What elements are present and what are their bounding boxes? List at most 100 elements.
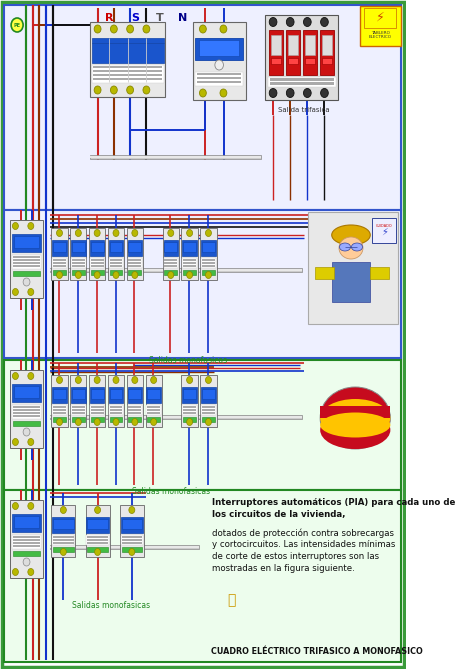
Bar (197, 81, 241, 83)
Bar (53, 542, 73, 543)
Bar (13, 259, 40, 260)
Bar (183, 259, 196, 260)
Bar (147, 412, 160, 413)
Bar (183, 265, 196, 266)
Circle shape (113, 229, 119, 237)
Circle shape (12, 502, 18, 510)
Bar (72, 270, 85, 275)
Bar (202, 417, 215, 422)
Circle shape (28, 502, 34, 510)
Bar (53, 547, 73, 552)
Bar (322, 35, 332, 55)
Bar (14, 516, 39, 528)
Circle shape (132, 272, 138, 278)
Circle shape (95, 506, 100, 514)
Bar (72, 417, 85, 422)
Bar (183, 417, 196, 422)
Bar (13, 421, 40, 426)
Bar (128, 387, 142, 403)
Text: ⚡: ⚡ (381, 227, 388, 237)
Bar (53, 406, 66, 407)
Bar (10, 220, 43, 298)
Circle shape (168, 272, 174, 278)
Bar (13, 536, 40, 537)
Bar (128, 240, 142, 256)
Bar (202, 406, 215, 407)
Bar (4, 360, 401, 490)
Bar (72, 242, 85, 252)
Bar (109, 242, 122, 252)
Bar (202, 262, 215, 264)
Circle shape (110, 25, 117, 33)
Circle shape (12, 438, 18, 446)
Bar (90, 387, 104, 403)
Bar (109, 406, 122, 407)
Bar (13, 551, 40, 556)
Bar (52, 517, 74, 533)
Bar (128, 258, 142, 268)
Circle shape (187, 272, 192, 278)
Bar (121, 536, 142, 537)
Bar (12, 405, 41, 419)
Circle shape (205, 229, 211, 237)
Bar (121, 539, 142, 541)
Bar (86, 535, 109, 545)
Bar (109, 387, 123, 403)
Circle shape (75, 377, 82, 383)
Text: T: T (156, 13, 164, 23)
Bar (70, 228, 86, 280)
Circle shape (28, 223, 34, 229)
Ellipse shape (320, 399, 391, 437)
Circle shape (75, 272, 82, 278)
Bar (53, 270, 66, 275)
Bar (202, 412, 215, 413)
Bar (4, 490, 401, 662)
Bar (90, 258, 104, 268)
Bar (164, 242, 177, 252)
Bar (72, 389, 85, 399)
Circle shape (187, 229, 192, 237)
Bar (305, 58, 315, 64)
Bar (128, 262, 141, 264)
Circle shape (127, 25, 134, 33)
Circle shape (132, 377, 138, 383)
Bar (109, 417, 122, 422)
Bar (53, 262, 66, 264)
Bar (109, 258, 123, 268)
Bar (182, 387, 197, 403)
Bar (109, 412, 122, 413)
Circle shape (143, 25, 150, 33)
Bar (90, 155, 261, 159)
Bar (320, 30, 334, 75)
Circle shape (110, 86, 117, 94)
Bar (201, 387, 216, 403)
Circle shape (168, 229, 174, 237)
Bar (53, 519, 73, 529)
Bar (87, 539, 108, 541)
Bar (201, 228, 217, 280)
Bar (13, 271, 40, 276)
Bar (146, 405, 161, 415)
Bar (109, 262, 122, 264)
Circle shape (94, 419, 100, 425)
Bar (183, 389, 196, 399)
Bar (91, 259, 104, 260)
Bar (72, 259, 85, 260)
Bar (4, 5, 401, 210)
Bar (50, 546, 200, 548)
Bar (270, 82, 334, 84)
Bar (332, 262, 370, 302)
Bar (183, 412, 196, 413)
Bar (109, 270, 122, 275)
Text: S: S (131, 13, 139, 23)
Circle shape (75, 229, 82, 237)
Circle shape (23, 558, 30, 566)
Bar (51, 375, 68, 427)
Bar (147, 417, 160, 422)
Ellipse shape (320, 413, 391, 438)
Bar (288, 58, 298, 64)
Circle shape (11, 18, 23, 32)
Circle shape (129, 506, 135, 514)
Text: R: R (105, 13, 114, 23)
Circle shape (269, 17, 277, 27)
